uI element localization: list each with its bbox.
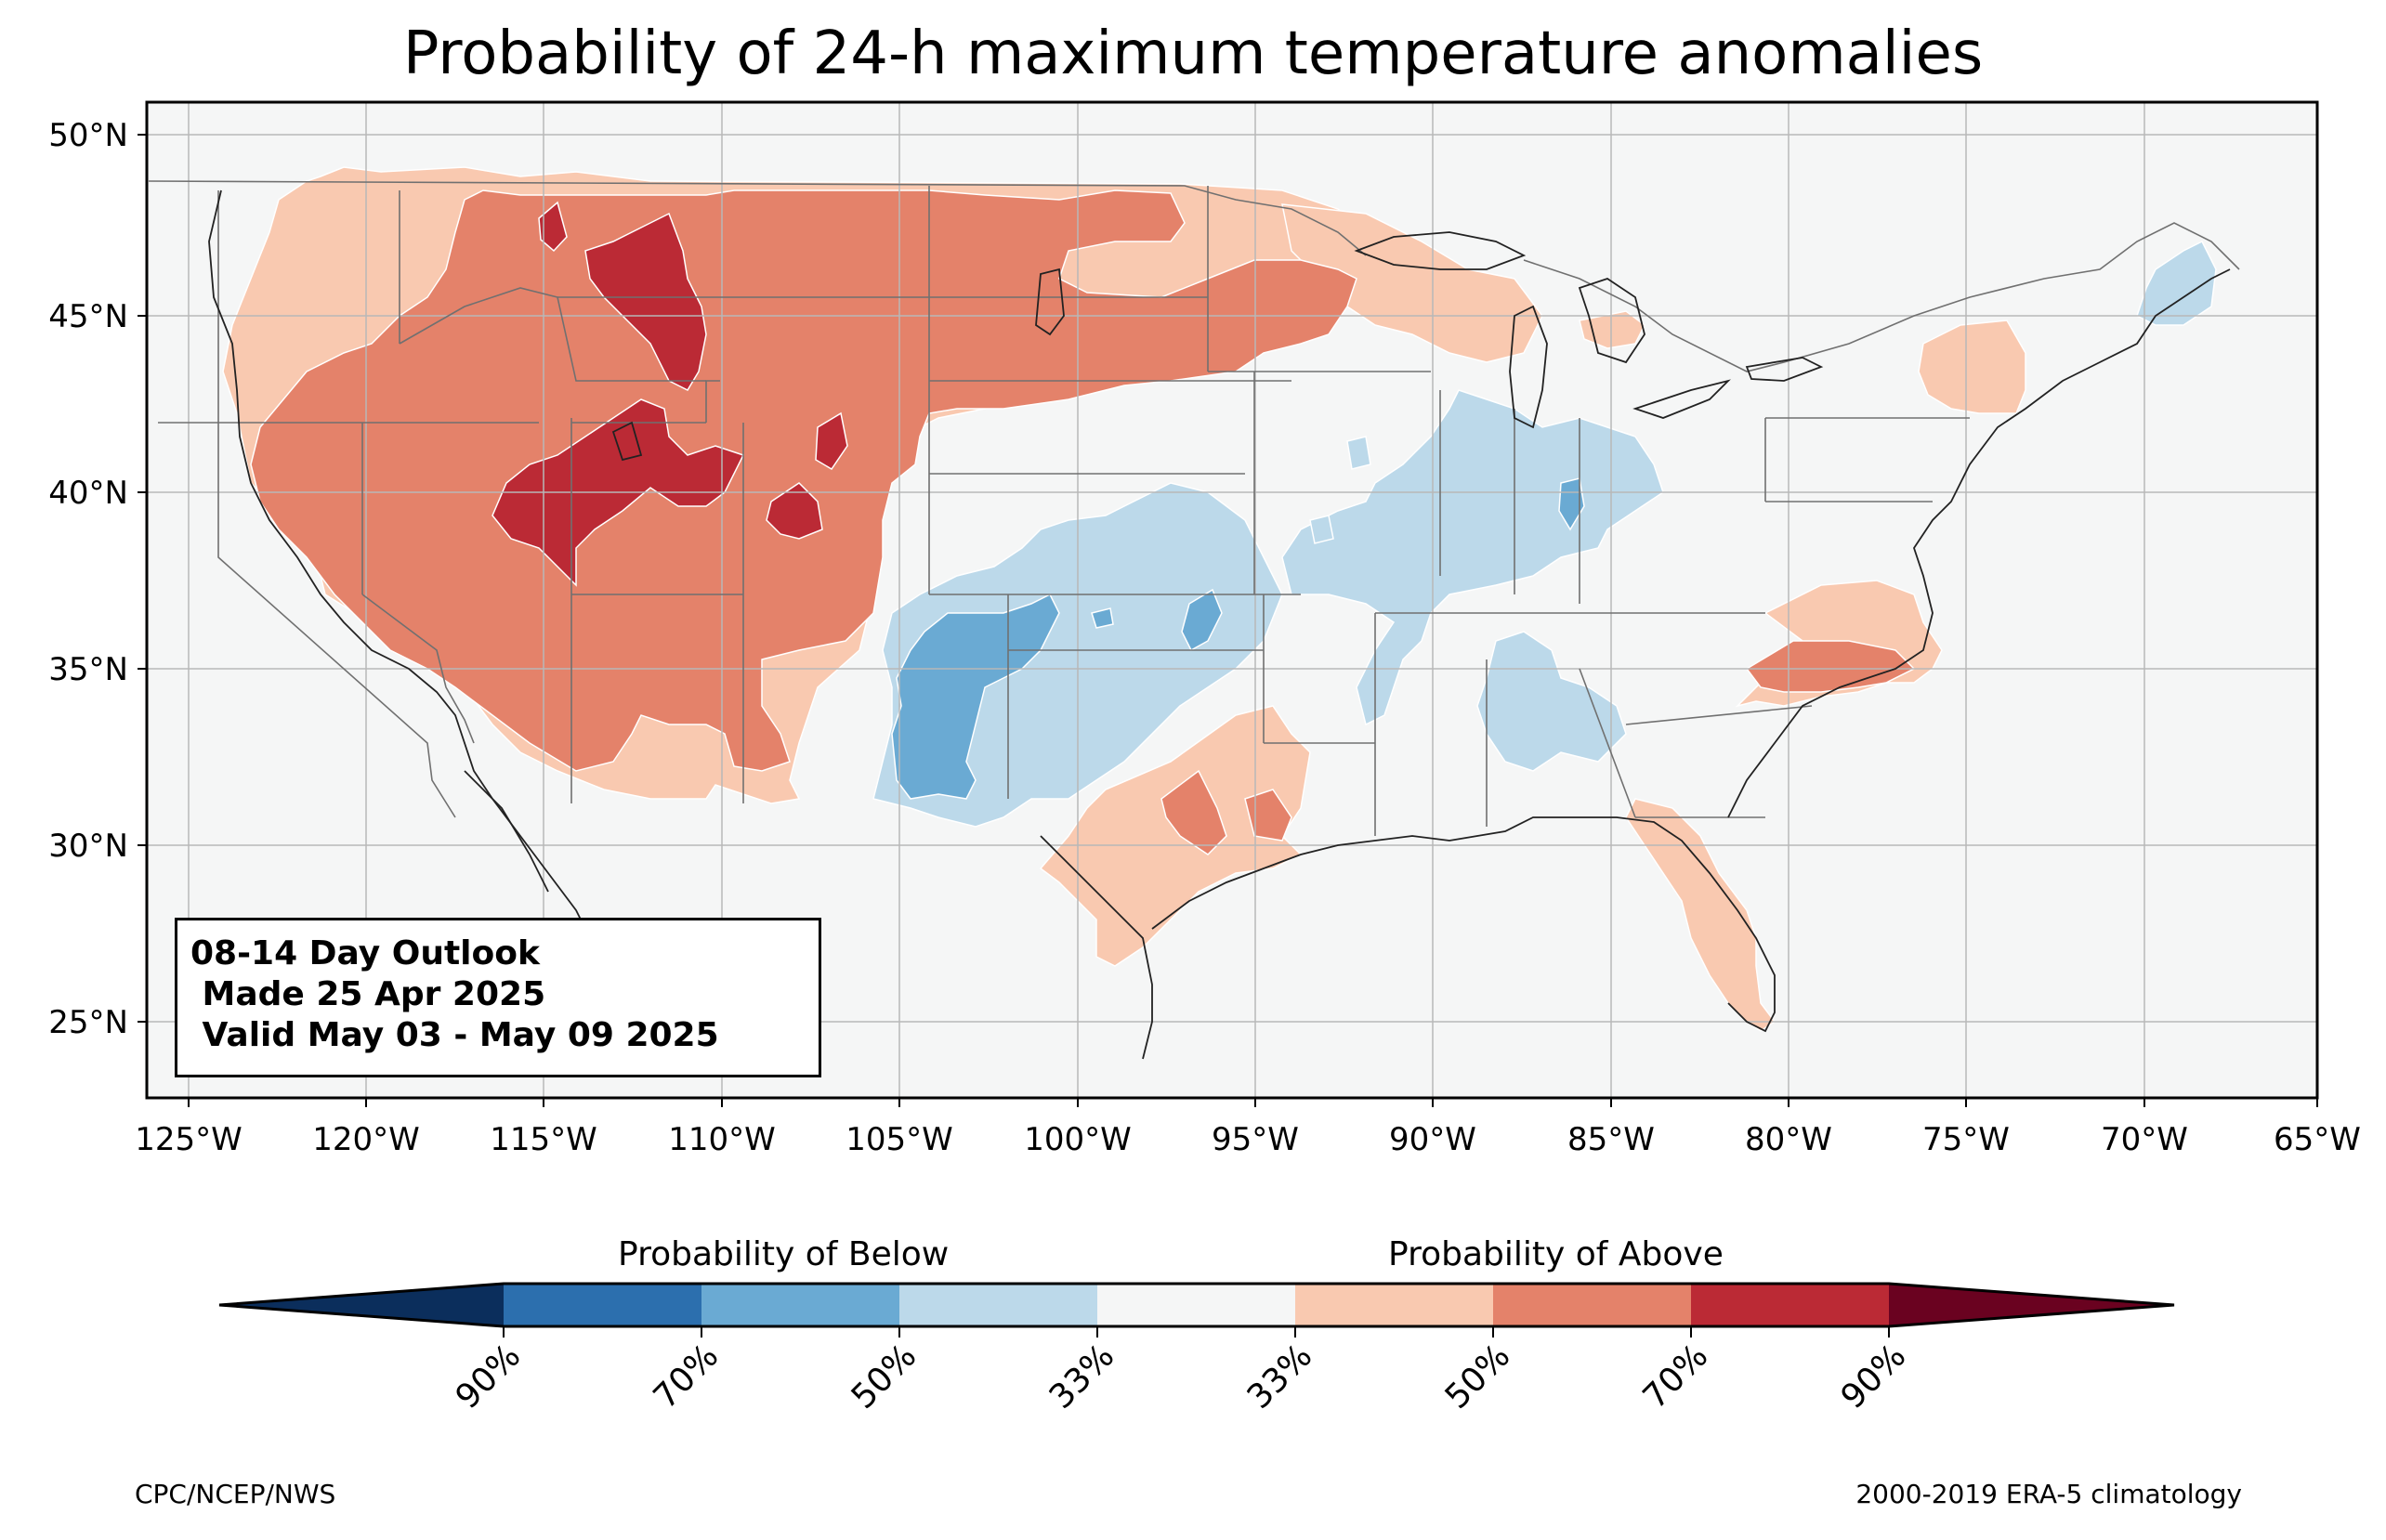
colorbar-segment (504, 1284, 701, 1326)
lat-label: 45°N (48, 298, 128, 335)
state-boundaries (148, 180, 2240, 836)
colorbar-above-label: Probability of Above (1388, 1235, 1724, 1273)
colorbar-tick-label: 70% (647, 1337, 727, 1416)
lon-labels: 125°W 120°W 115°W 110°W 105°W 100°W 95°W… (135, 1121, 2361, 1158)
below-50-70-region (891, 477, 1585, 800)
colorbar-tick-label: 90% (1834, 1337, 1914, 1416)
lon-label: 120°W (312, 1121, 420, 1158)
colorbar-tick-label: 70% (1636, 1337, 1716, 1416)
lon-label: 95°W (1212, 1121, 1299, 1158)
lon-label: 90°W (1389, 1121, 1476, 1158)
outlook-valid-range: Valid May 03 - May 09 2025 (190, 1016, 719, 1054)
lon-label: 85°W (1567, 1121, 1655, 1158)
outlook-made-date: Made 25 Apr 2025 (190, 975, 546, 1013)
lon-label: 110°W (668, 1121, 776, 1158)
colorbar-segment (701, 1284, 899, 1326)
map-frame (145, 100, 2319, 1100)
colorbar-tick-label: 50% (1438, 1337, 1518, 1416)
colorbar-tick-label: 33% (1042, 1337, 1122, 1416)
lat-label: 25°N (48, 1004, 128, 1041)
lon-label: 65°W (2274, 1121, 2361, 1158)
colorbar-tick-label: 50% (845, 1337, 924, 1416)
colorbar-tick-label: 90% (449, 1337, 529, 1416)
lat-label: 50°N (48, 117, 128, 154)
outlook-info-box: 08-14 Day Outlook Made 25 Apr 2025 Valid… (175, 918, 821, 1077)
axis-ticks (138, 134, 2318, 1107)
colorbar-segment (1295, 1284, 1493, 1326)
lon-label: 75°W (1922, 1121, 2010, 1158)
colorbar-segment (1493, 1284, 1691, 1326)
lon-label: 115°W (490, 1121, 597, 1158)
lon-label: 100°W (1024, 1121, 1132, 1158)
colorbar-tick-label: 33% (1240, 1337, 1320, 1416)
lon-label: 125°W (135, 1121, 243, 1158)
colorbar-segment (219, 1284, 504, 1326)
colorbar-segment (1889, 1284, 2174, 1326)
above-50-70-region (250, 189, 1916, 855)
colorbar-below-label: Probability of Below (618, 1235, 950, 1273)
lat-label: 40°N (48, 475, 128, 512)
lat-label: 30°N (48, 828, 128, 865)
lat-label: 35°N (48, 651, 128, 688)
colorbar (218, 1282, 2175, 1338)
map-title: Probability of 24-h maximum temperature … (402, 20, 1984, 88)
colorbar-ticks: 90% 70% 50% 33% 33% 50% 70% 90% (449, 1337, 1914, 1416)
colorbar-segment (1097, 1284, 1295, 1326)
lon-label: 80°W (1745, 1121, 1832, 1158)
lat-labels: 50°N 45°N 40°N 35°N 30°N 25°N (48, 117, 128, 1041)
footer-climatology: 2000-2019 ERA-5 climatology (1855, 1479, 2242, 1509)
colorbar-segment (899, 1284, 1097, 1326)
outlook-period: 08-14 Day Outlook (190, 934, 540, 972)
coastlines (208, 189, 2231, 1060)
lon-label: 70°W (2101, 1121, 2188, 1158)
footer-source: CPC/NCEP/NWS (135, 1479, 336, 1509)
lon-label: 105°W (846, 1121, 953, 1158)
colorbar-segment (1691, 1284, 1889, 1326)
